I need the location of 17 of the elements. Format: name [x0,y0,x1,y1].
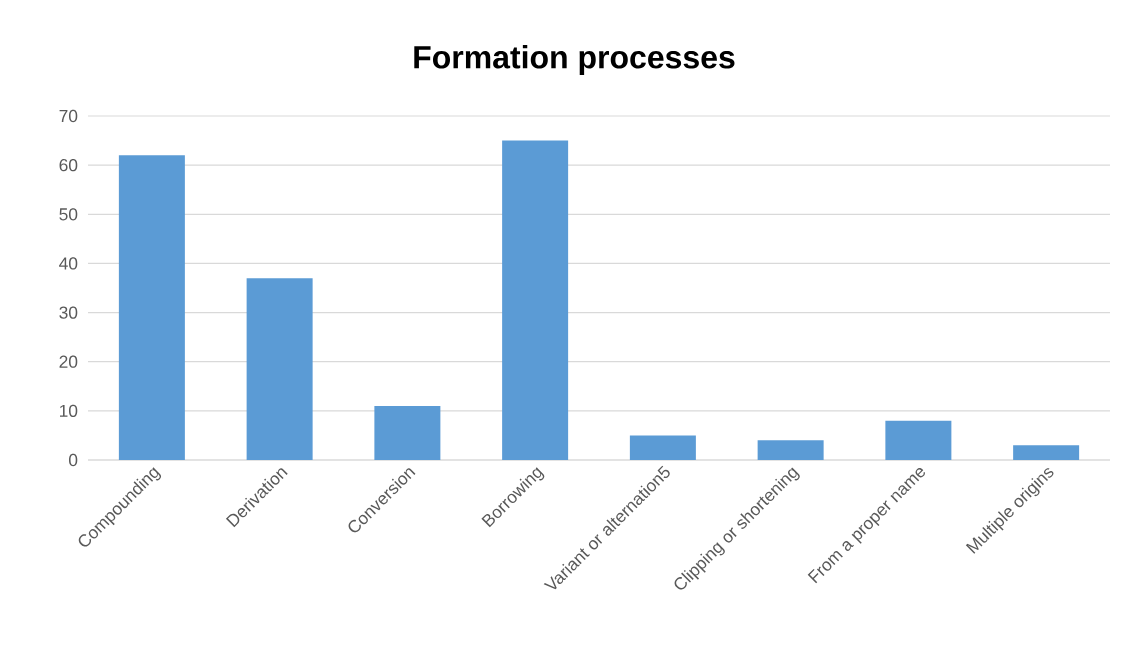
bar [118,155,185,460]
bar [502,140,569,460]
y-tick-label: 0 [68,453,78,467]
bar [374,405,441,460]
y-tick-label: 30 [59,306,78,319]
bar [885,420,952,460]
y-tick-label: 60 [59,159,78,172]
bar [1013,445,1080,460]
y-tick-label: 10 [60,404,78,417]
chart-title: Formation processes [414,45,735,75]
y-tick-label: 40 [59,257,78,270]
y-tick-label: 70 [59,109,78,123]
y-tick-label: 50 [59,208,78,221]
bar [246,278,313,460]
bar [757,440,824,460]
y-tick-label: 20 [59,355,78,368]
bar [629,435,696,460]
